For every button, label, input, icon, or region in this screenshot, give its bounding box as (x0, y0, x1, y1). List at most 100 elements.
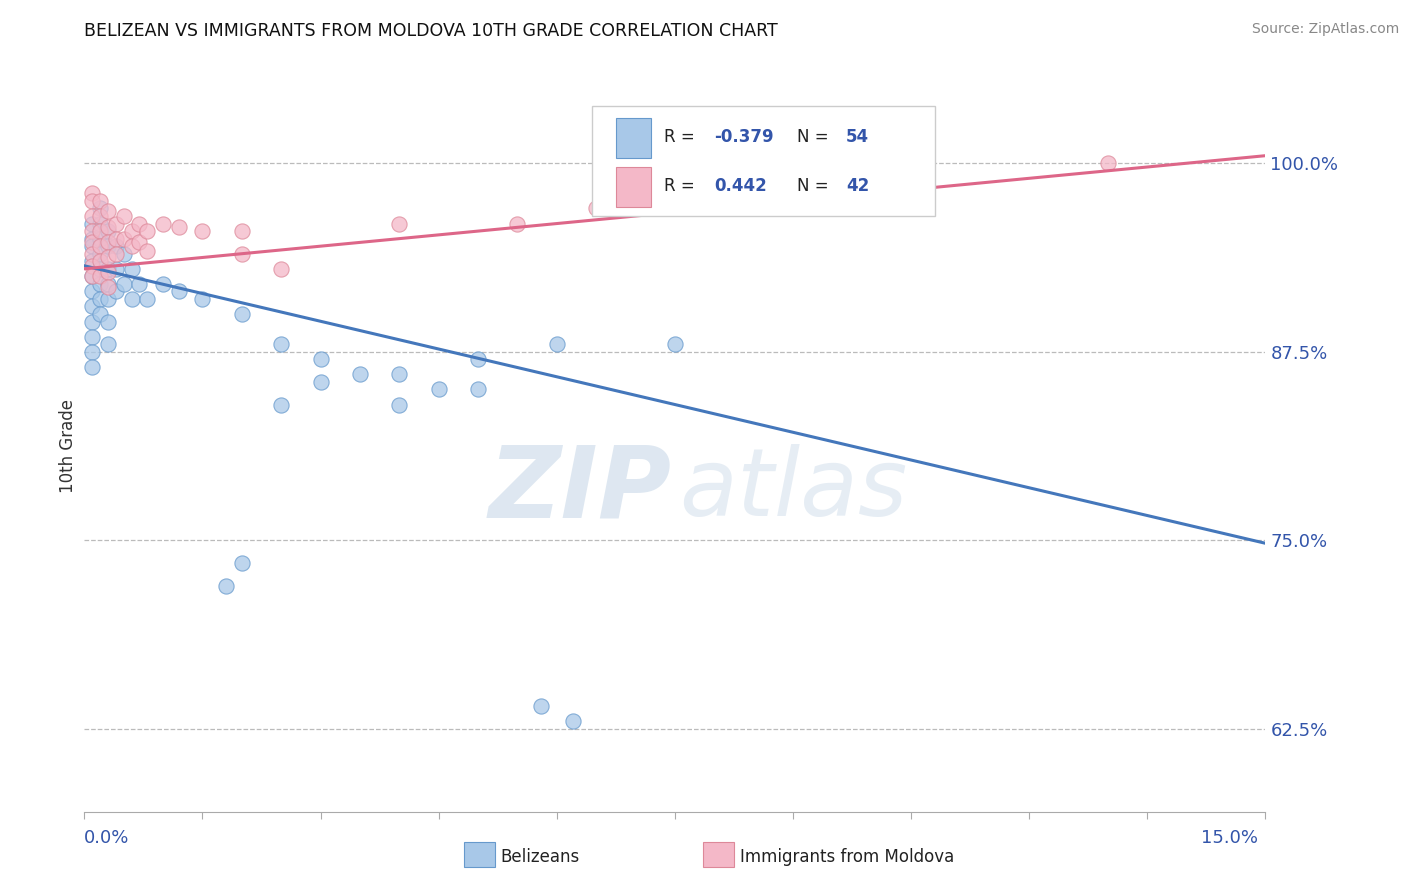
Text: ZIP: ZIP (489, 442, 672, 539)
Point (664, 337, 686, 351)
Point (546, 337, 568, 351)
Point (530, 699, 553, 714)
Point (89, 254, 111, 268)
Point (82, 254, 104, 268)
Text: BELIZEAN VS IMMIGRANTS FROM MOLDOVA 10TH GRADE CORRELATION CHART: BELIZEAN VS IMMIGRANTS FROM MOLDOVA 10TH… (84, 22, 778, 40)
Point (89, 224, 111, 238)
Text: N =: N = (797, 178, 834, 195)
Point (97, 204, 120, 219)
Point (97, 224, 120, 238)
Point (270, 337, 292, 351)
Point (97, 277, 120, 291)
Point (97, 292, 120, 306)
Point (82, 224, 104, 238)
Point (231, 246, 253, 260)
Point (467, 352, 489, 367)
Point (128, 277, 150, 291)
Text: Belizeans: Belizeans (501, 847, 579, 865)
Point (104, 285, 127, 299)
Point (167, 285, 190, 299)
Point (82, 300, 104, 314)
Point (97, 265, 120, 279)
Point (89, 246, 111, 260)
Point (89, 217, 111, 231)
Point (121, 292, 143, 306)
Text: 54: 54 (846, 128, 869, 146)
Point (89, 209, 111, 223)
Y-axis label: 10th Grade: 10th Grade (59, 399, 77, 493)
Point (97, 315, 120, 329)
Point (270, 398, 292, 412)
Point (191, 224, 214, 238)
Point (89, 307, 111, 321)
Point (82, 359, 104, 374)
Point (97, 261, 120, 276)
Point (104, 217, 127, 231)
Text: 0.442: 0.442 (714, 178, 766, 195)
Point (388, 217, 411, 231)
Point (97, 239, 120, 253)
Point (128, 217, 150, 231)
Point (121, 224, 143, 238)
Point (82, 194, 104, 208)
Text: R =: R = (664, 178, 700, 195)
Point (82, 315, 104, 329)
Point (231, 224, 253, 238)
Point (309, 375, 332, 389)
Point (89, 239, 111, 253)
Point (121, 239, 143, 253)
Point (82, 235, 104, 249)
Point (97, 250, 120, 264)
Text: Source: ZipAtlas.com: Source: ZipAtlas.com (1251, 22, 1399, 37)
Point (427, 383, 450, 397)
Point (136, 224, 159, 238)
Point (112, 209, 135, 223)
Text: -0.379: -0.379 (714, 128, 773, 146)
Point (82, 329, 104, 343)
Text: 15.0%: 15.0% (1201, 829, 1258, 847)
Point (167, 219, 190, 234)
Point (112, 277, 135, 291)
Point (97, 337, 120, 351)
Point (506, 217, 529, 231)
Point (231, 307, 253, 321)
Point (82, 269, 104, 284)
Point (609, 194, 631, 208)
Point (97, 219, 120, 234)
Point (82, 239, 104, 253)
Point (191, 292, 214, 306)
Point (1097, 156, 1119, 170)
Point (309, 352, 332, 367)
Point (97, 280, 120, 294)
Point (215, 578, 238, 592)
Point (136, 292, 159, 306)
Point (89, 277, 111, 291)
Point (82, 232, 104, 246)
Bar (616, 118, 651, 158)
Point (270, 261, 292, 276)
Point (82, 269, 104, 284)
Point (112, 232, 135, 246)
Point (82, 186, 104, 201)
Point (112, 246, 135, 260)
Point (121, 261, 143, 276)
Point (82, 285, 104, 299)
Point (104, 232, 127, 246)
FancyBboxPatch shape (592, 106, 935, 216)
Point (89, 269, 111, 284)
Point (561, 714, 583, 729)
Point (82, 209, 104, 223)
Point (231, 556, 253, 570)
Point (89, 202, 111, 216)
Point (89, 232, 111, 246)
Point (82, 246, 104, 260)
Text: 0.0%: 0.0% (84, 829, 129, 847)
Point (152, 277, 174, 291)
Point (585, 202, 607, 216)
Point (349, 368, 371, 382)
Point (136, 244, 159, 258)
Point (82, 344, 104, 359)
Text: N =: N = (797, 128, 834, 146)
Text: Immigrants from Moldova: Immigrants from Moldova (740, 847, 953, 865)
Point (128, 235, 150, 249)
